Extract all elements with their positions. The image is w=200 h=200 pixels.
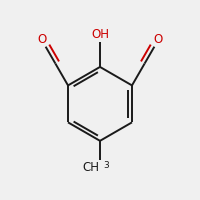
- Text: O: O: [154, 33, 163, 46]
- Text: 3: 3: [103, 161, 109, 170]
- Text: OH: OH: [91, 28, 109, 41]
- Text: O: O: [37, 33, 46, 46]
- Text: CH: CH: [82, 161, 99, 174]
